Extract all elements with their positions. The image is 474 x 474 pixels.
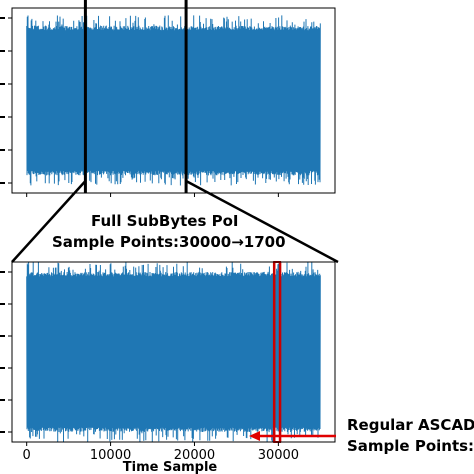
y-tick-label-fragment — [0, 83, 5, 85]
top-axes-frame — [11, 7, 336, 194]
ascad-arrow-head — [249, 431, 260, 441]
y-tick-label-fragment — [0, 271, 5, 273]
bottom-axes-frame — [11, 261, 336, 443]
top-y-ticks — [0, 17, 12, 184]
y-tick-label-fragment — [0, 367, 5, 369]
bottom-trace-panel: 0 10000 20000 30000 Time Sample — [0, 261, 336, 474]
y-tick-label-fragment — [0, 149, 5, 151]
zoom-annotation-samples: Sample Points:30000→1700 — [52, 233, 286, 251]
y-tick-label-fragment — [0, 335, 5, 337]
y-tick-label-fragment — [0, 17, 5, 19]
top-x-ticks — [26, 193, 279, 197]
y-tick-label-fragment — [0, 303, 5, 305]
y-tick-label-fragment — [0, 399, 5, 401]
x-tick-label: 10000 — [90, 448, 131, 463]
y-tick-label-fragment — [0, 182, 5, 184]
zoom-annotation-title: Full SubBytes PoI — [91, 212, 239, 230]
bottom-y-ticks — [0, 271, 12, 433]
top-region-markers — [83, 0, 188, 193]
x-tick-label: 0 — [23, 448, 31, 463]
y-tick-label-fragment — [0, 431, 5, 433]
bottom-power-trace — [26, 262, 321, 443]
x-tick-label: 30000 — [258, 448, 299, 463]
ascad-annotation-title: Regular ASCAD — [347, 416, 474, 434]
x-axis-label: Time Sample — [123, 460, 218, 474]
y-tick-label-fragment — [0, 50, 5, 52]
top-power-trace — [26, 15, 321, 186]
zoom-connector-right — [185, 179, 339, 264]
bottom-x-ticks: 0 10000 20000 30000 — [23, 442, 299, 463]
zoom-connector-left — [11, 180, 87, 263]
ascad-annotation-samples: Sample Points:7 — [347, 437, 474, 455]
y-tick-label-fragment — [0, 116, 5, 118]
x-tick-label: 20000 — [174, 448, 215, 463]
top-trace-panel — [0, 0, 336, 197]
